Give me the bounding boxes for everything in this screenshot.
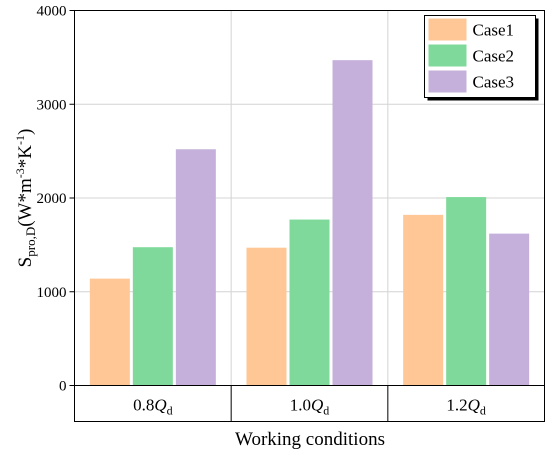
bar-case2-3: [446, 197, 487, 386]
bar-case1-2: [246, 247, 287, 386]
category-label-number: 0.8: [133, 396, 154, 415]
bar-case2-2: [289, 219, 330, 386]
category-table: 0.8Qd 1.0Qd 1.2Qd: [74, 385, 545, 422]
bar-case1-3: [403, 214, 444, 386]
category-label-number: 1.0: [290, 396, 311, 415]
y-axis-label: Spro,D(W*m-3*K-1): [13, 129, 38, 268]
legend-label-case3: Case3: [473, 73, 515, 92]
category-label-variable: Q: [154, 396, 166, 415]
category-label-number: 1.2: [446, 396, 467, 415]
legend-swatch-case3: [428, 70, 467, 93]
y-tick-label: 3000: [37, 97, 67, 113]
category-label-subscript: d: [480, 404, 486, 418]
category-label-variable: Q: [468, 396, 480, 415]
y-axis-label-exp2: -1: [13, 135, 27, 145]
y-tick-label: 0: [59, 379, 67, 395]
bar-case1-1: [89, 278, 130, 386]
y-tick-label: 2000: [37, 191, 67, 207]
legend-label-case2: Case2: [473, 47, 515, 66]
category-label-1: 0.8Qd: [133, 396, 173, 418]
y-axis-label-subscript: pro,D: [23, 227, 38, 257]
legend-label-case1: Case1: [473, 21, 515, 40]
legend-swatch-case2: [428, 44, 467, 67]
bar-case3-2: [332, 60, 373, 386]
y-axis-label-mid: *K: [15, 145, 36, 169]
y-axis-label-unit-open: (W*m: [15, 178, 36, 227]
category-label-3: 1.2Qd: [446, 396, 486, 418]
x-axis-label: Working conditions: [235, 429, 385, 450]
y-tick-label: 1000: [37, 285, 67, 301]
bars-layer: [89, 60, 530, 386]
bar-case3-3: [489, 233, 530, 386]
y-tick-label: 4000: [37, 4, 67, 20]
bar-case3-1: [175, 149, 216, 386]
y-axis-label-unit-close: ): [15, 129, 36, 135]
y-axis-label-exp1: -3: [13, 168, 27, 178]
category-label-variable: Q: [311, 396, 323, 415]
category-label-subscript: d: [167, 404, 173, 418]
legend: Case1 Case2 Case3: [424, 15, 539, 101]
category-label-2: 1.0Qd: [290, 396, 330, 418]
category-label-subscript: d: [323, 404, 329, 418]
category-table-frame: [74, 385, 545, 422]
y-axis-label-symbol: S: [15, 257, 36, 268]
legend-swatch-case1: [428, 18, 467, 41]
bar-case2-1: [132, 247, 173, 386]
y-axis: 0 1000 2000 3000 4000: [37, 4, 75, 395]
